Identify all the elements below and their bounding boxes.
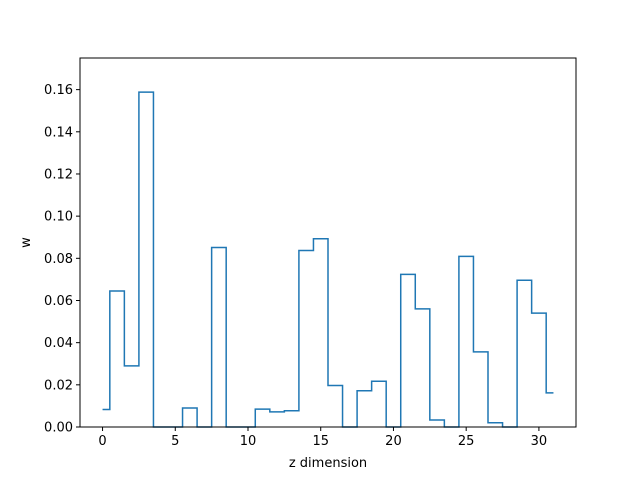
plot-area [102, 91, 554, 428]
y-tick-label: 0.00 [44, 421, 73, 436]
y-tick-label: 0.08 [44, 252, 73, 267]
y-axis-label: w [19, 237, 34, 248]
y-tick-label: 0.10 [44, 210, 73, 225]
series-line [102, 91, 554, 428]
y-tick-label: 0.16 [44, 83, 73, 98]
x-tick-label: 30 [531, 434, 548, 449]
y-tick-label: 0.06 [44, 294, 73, 309]
x-tick-label: 10 [240, 434, 257, 449]
x-tick-label: 0 [98, 434, 106, 449]
y-tick-label: 0.12 [44, 167, 73, 182]
x-axis-label: z dimension [289, 456, 367, 471]
y-tick-label: 0.14 [44, 125, 73, 140]
x-tick-label: 15 [312, 434, 329, 449]
x-tick-label: 5 [171, 434, 179, 449]
x-tick-label: 25 [458, 434, 475, 449]
y-tick-label: 0.04 [44, 336, 73, 351]
axes-frame [79, 57, 577, 428]
y-tick-label: 0.02 [44, 378, 73, 393]
y-axis-ticks: 0.00 0.02 0.04 0.06 0.08 0.10 0.12 0.14 0.16 [44, 83, 80, 436]
x-axis-ticks: 0 5 10 15 20 25 30 [98, 427, 547, 449]
x-tick-label: 20 [385, 434, 402, 449]
